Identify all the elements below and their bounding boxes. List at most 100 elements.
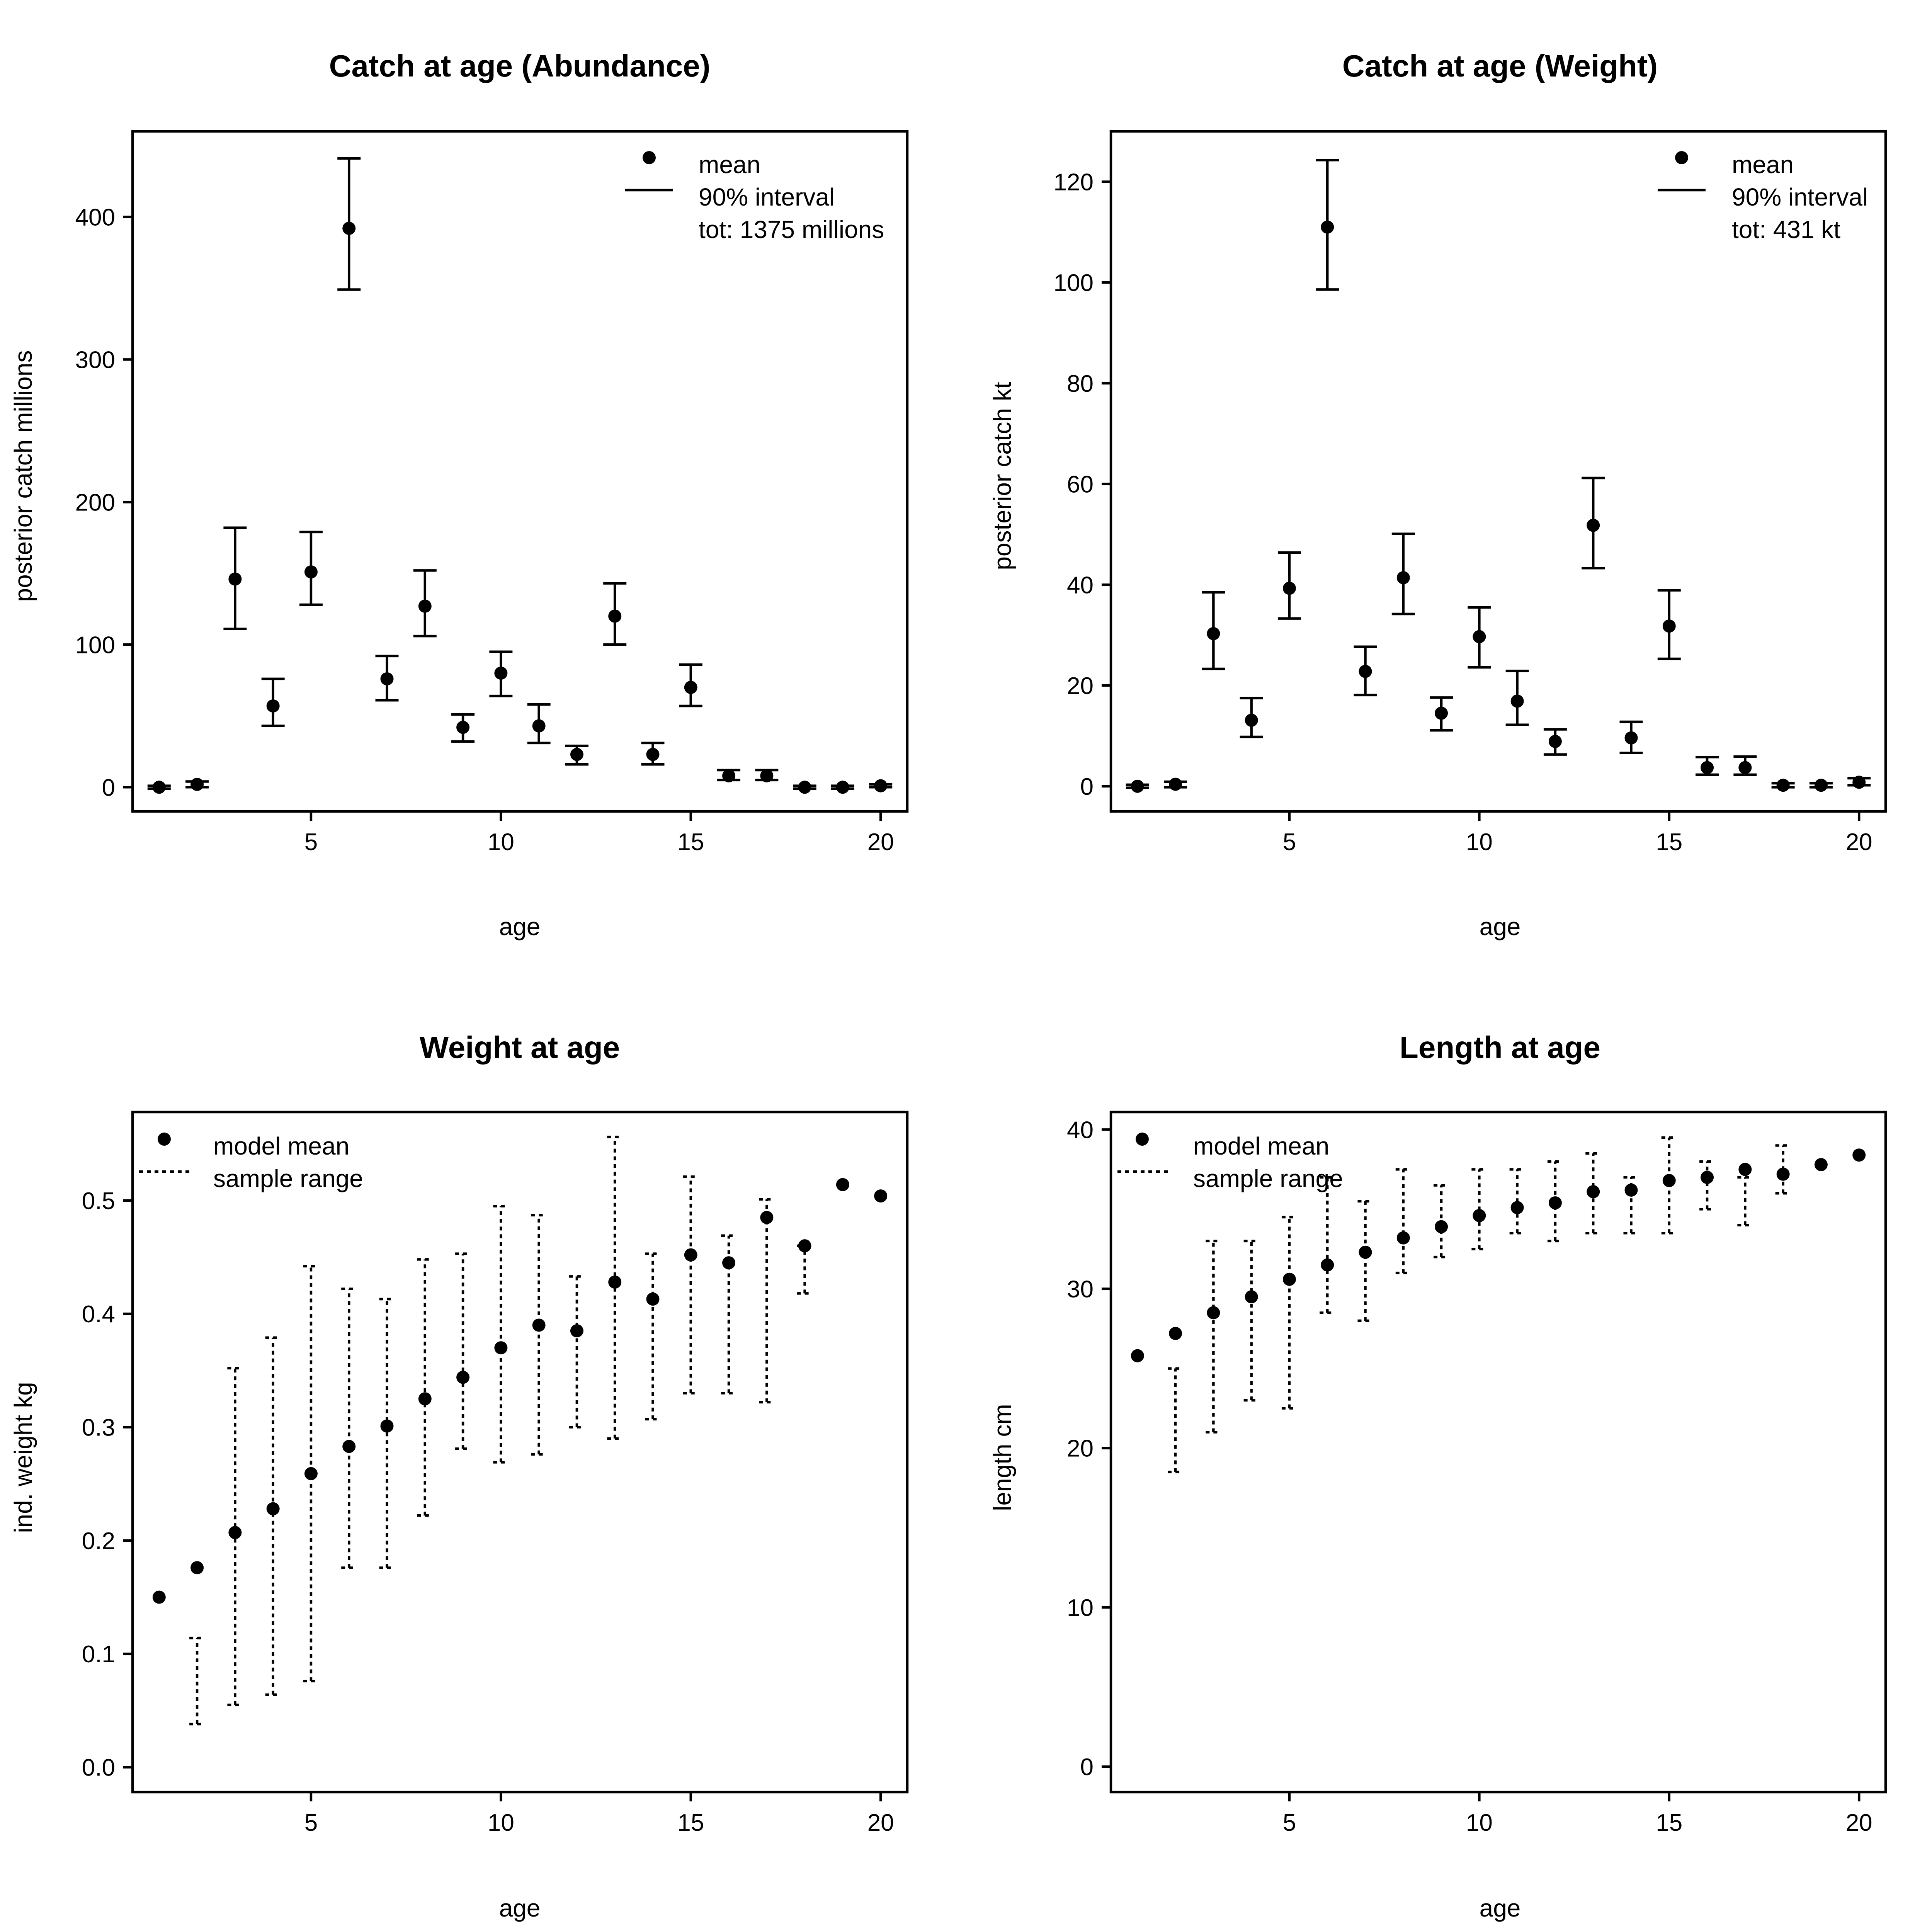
mean-point [874, 779, 888, 793]
mean-point [874, 1189, 888, 1203]
mean-point [1814, 1158, 1828, 1172]
mean-point [1701, 1170, 1714, 1184]
mean-point [570, 1324, 583, 1338]
plot-frame [1109, 130, 1887, 813]
mean-point [190, 1561, 204, 1575]
mean-point [418, 1392, 432, 1406]
mean-point [1548, 735, 1562, 748]
mean-point [1510, 694, 1524, 708]
mean-point [1396, 571, 1410, 585]
legend-extra-label: tot: 1375 millions [699, 216, 884, 243]
x-tick-label: 10 [488, 1810, 514, 1836]
y-tick-label: 0 [1080, 1754, 1094, 1781]
mean-point [1282, 1272, 1296, 1286]
mean-point [1359, 665, 1372, 678]
mean-point [1662, 619, 1676, 633]
legend-line-label: sample range [1193, 1165, 1343, 1192]
y-tick-label: 0 [1080, 774, 1094, 800]
mean-point [1776, 779, 1790, 792]
mean-point [342, 1440, 356, 1453]
mean-point [1131, 779, 1144, 793]
y-tick-label: 40 [1067, 572, 1094, 599]
mean-point [608, 1276, 622, 1289]
x-axis-label: age [1480, 1894, 1521, 1922]
y-tick-label: 0.3 [82, 1414, 115, 1441]
mean-point [152, 1590, 166, 1604]
mean-point [456, 721, 470, 734]
panel-catch-abundance: Catch at age (Abundance) age posterior c… [9, 49, 909, 940]
y-tick-label: 120 [1054, 169, 1094, 196]
mean-point [1245, 1290, 1258, 1304]
y-tick-label: 20 [1067, 673, 1094, 699]
mean-point [1359, 1245, 1372, 1259]
mean-point [1245, 714, 1258, 727]
mean-point [1131, 1349, 1144, 1362]
mean-point [798, 1239, 811, 1253]
mean-point [684, 1248, 697, 1262]
x-tick-label: 10 [488, 829, 514, 855]
y-tick-label: 80 [1067, 371, 1094, 397]
chart-title: Catch at age (Abundance) [329, 49, 711, 83]
x-axis-label: age [499, 913, 541, 940]
x-axis-label: age [499, 1894, 541, 1922]
legend-line-label: 90% interval [699, 183, 835, 211]
x-tick-label: 15 [1656, 829, 1682, 855]
mean-point [760, 1211, 774, 1224]
x-tick-label: 5 [304, 1810, 318, 1836]
plot-frame [1109, 1111, 1887, 1794]
panel-weight-at-age: Weight at age age ind. weight kg model m… [9, 1030, 909, 1922]
x-tick-label: 10 [1466, 1810, 1493, 1836]
legend-point-symbol [643, 151, 656, 164]
mean-point [1814, 779, 1828, 792]
mean-point [722, 1256, 736, 1270]
y-axis-label: length cm [988, 1404, 1016, 1511]
x-tick-label: 10 [1466, 829, 1493, 855]
legend-point-symbol [1136, 1133, 1149, 1146]
mean-point [266, 699, 280, 713]
mean-point [532, 719, 546, 733]
y-tick-label: 0.2 [82, 1528, 115, 1554]
y-tick-label: 200 [75, 489, 115, 516]
legend-point-symbol [1675, 151, 1688, 164]
mean-point [836, 781, 849, 794]
mean-point [304, 565, 318, 579]
mean-point [1510, 1201, 1524, 1214]
mean-point [494, 667, 508, 680]
y-tick-label: 400 [75, 204, 115, 231]
legend-extra-label: tot: 431 kt [1732, 216, 1840, 243]
legend-point-label: model mean [213, 1132, 349, 1160]
y-tick-label: 0.5 [82, 1188, 115, 1214]
y-tick-label: 0 [102, 774, 115, 801]
x-tick-label: 20 [867, 1810, 894, 1836]
legend-point-label: model mean [1193, 1132, 1329, 1160]
mean-point [418, 599, 432, 613]
mean-point [266, 1502, 280, 1515]
mean-point [1396, 1231, 1410, 1245]
mean-point [1435, 1220, 1448, 1233]
mean-point [1321, 220, 1334, 234]
mean-point [570, 748, 583, 761]
mean-point [1169, 1327, 1182, 1340]
y-tick-label: 40 [1067, 1117, 1094, 1143]
y-tick-label: 60 [1067, 471, 1094, 498]
mean-point [646, 748, 660, 761]
mean-point [304, 1467, 318, 1480]
mean-point [456, 1371, 470, 1384]
y-tick-label: 0.0 [82, 1754, 115, 1781]
x-tick-label: 5 [1283, 829, 1296, 855]
mean-point [760, 769, 774, 782]
chart-title: Length at age [1400, 1030, 1600, 1065]
x-tick-label: 5 [1283, 1810, 1296, 1836]
mean-point [152, 781, 166, 794]
mean-point [1207, 1306, 1220, 1320]
legend-point-label: mean [1732, 151, 1794, 179]
mean-point [1169, 777, 1182, 791]
mean-point [532, 1318, 546, 1332]
mean-point [1624, 1183, 1638, 1197]
mean-point [228, 572, 242, 586]
mean-point [190, 777, 204, 791]
mean-point [722, 769, 736, 782]
mean-point [1624, 731, 1638, 745]
chart-title: Weight at age [420, 1030, 620, 1065]
y-tick-label: 0.4 [82, 1301, 115, 1328]
